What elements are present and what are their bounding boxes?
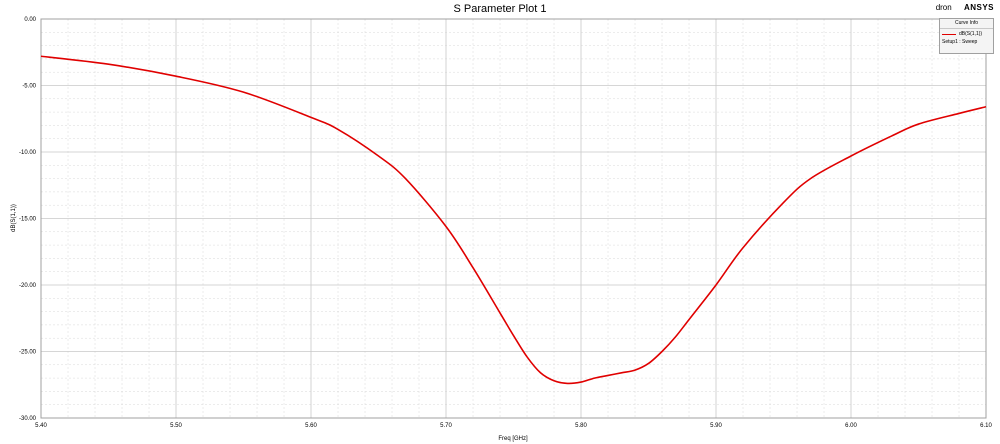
- axis-ticks: 5.40 5.50 5.60 5.70 5.80 5.90 6.00 6.10 0.00 -5.0…: [19, 17, 993, 429]
- legend-heading: Curve Info: [940, 19, 993, 29]
- project-name: dron: [935, 3, 952, 12]
- x-tick-label: 5.50: [170, 423, 182, 429]
- legend-setup-label: Setup1 : Sweep: [942, 39, 978, 45]
- legend-swatch: [942, 33, 956, 35]
- company-logo: ANSYS: [963, 3, 994, 12]
- x-axis-label: Freq [GHz]: [498, 436, 528, 442]
- x-tick-label: 6.10: [980, 423, 992, 429]
- y-tick-label: 0.00: [24, 17, 36, 23]
- x-tick-label: 5.60: [305, 423, 317, 429]
- x-tick-label: 5.80: [575, 423, 587, 429]
- y-tick-label: -20.00: [19, 283, 37, 289]
- y-tick-label: -10.00: [19, 150, 37, 156]
- x-tick-label: 5.70: [440, 423, 452, 429]
- x-tick-label: 5.90: [710, 423, 722, 429]
- legend-box[interactable]: Curve Info dB(S(1,1)) Setup1 : Sweep: [939, 18, 994, 54]
- y-tick-label: -30.00: [19, 416, 37, 422]
- series-layer: [40, 55, 987, 385]
- chart-title: S Parameter Plot 1: [453, 3, 547, 15]
- x-tick-label: 6.00: [845, 423, 857, 429]
- y-tick-label: -15.00: [19, 217, 37, 223]
- y-tick-label: -5.00: [22, 84, 36, 90]
- brand-block: dron ANSYS: [936, 3, 994, 12]
- legend-trace-label: dB(S(1,1)): [959, 31, 983, 37]
- y-tick-label: -25.00: [19, 350, 37, 356]
- gridlines: [40, 18, 987, 419]
- series-line-s11[interactable]: [40, 55, 987, 385]
- x-tick-label: 5.40: [35, 423, 47, 429]
- plot-frame: [40, 18, 987, 419]
- legend-entry[interactable]: dB(S(1,1)): [940, 29, 993, 37]
- y-axis-label: dB(S(1,1)): [11, 204, 17, 232]
